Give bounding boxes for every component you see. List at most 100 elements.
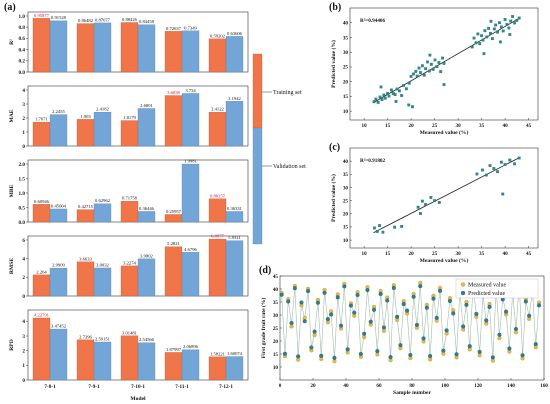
validation-bar — [181, 93, 200, 147]
measured-point — [289, 324, 294, 329]
data-point — [481, 38, 485, 42]
validation-bar — [137, 24, 156, 73]
y-tick-label: 0.2 — [19, 59, 26, 65]
x-axis-label: Model — [130, 396, 146, 402]
validation-bar — [93, 267, 112, 297]
data-point — [394, 100, 398, 103]
training-bar — [120, 265, 139, 297]
y-tick-label: 30 — [343, 185, 349, 191]
training-bar — [208, 38, 227, 73]
training-data-label: 0.71758 — [122, 196, 138, 201]
predicted-point — [431, 296, 436, 301]
predicted-point — [352, 310, 357, 315]
y-tick-label: 0 — [22, 294, 25, 300]
y-tick-label: 15 — [343, 94, 349, 100]
data-point — [478, 42, 482, 46]
data-point — [494, 23, 498, 27]
x-tick-label: 25 — [432, 123, 438, 129]
data-point — [419, 71, 422, 74]
y-tick-label: 0.0 — [19, 70, 26, 76]
y-tick-label: 1 — [22, 130, 25, 136]
data-point — [407, 103, 411, 107]
plot-frame — [349, 147, 539, 249]
y-tick-label: 40 — [273, 287, 279, 293]
validation-bar — [225, 211, 244, 223]
predicted-point — [322, 290, 327, 295]
predicted-point — [309, 345, 314, 350]
data-point — [422, 73, 426, 77]
validation-bar — [181, 349, 200, 381]
y-axis-label: RMSE — [9, 258, 15, 274]
measured-point — [490, 358, 495, 363]
data-point — [378, 95, 382, 99]
measured-point — [477, 353, 482, 358]
y-tick-label: 2 — [22, 275, 25, 281]
data-point — [492, 27, 496, 31]
predicted-point — [504, 309, 509, 314]
x-tick-label: 30 — [456, 251, 462, 257]
data-point — [382, 93, 386, 97]
y-tick-label: 20 — [273, 339, 279, 345]
y-tick-label: 2 — [22, 348, 25, 354]
validation-data-label: 2.4182 — [96, 107, 109, 112]
x-tick-label: 30 — [456, 123, 462, 129]
predicted-point — [408, 353, 413, 358]
training-data-label: 0.60946 — [34, 199, 50, 204]
data-point — [389, 88, 393, 92]
training-data-label: 3.01481 — [122, 330, 138, 335]
y-tick-label: 1.0 — [19, 191, 26, 197]
data-point — [393, 93, 397, 97]
legend-training-label: Training set — [273, 90, 302, 96]
data-point — [491, 37, 494, 41]
predicted-point — [537, 303, 542, 308]
data-point — [372, 100, 376, 104]
training-data-label: 0.80157 — [210, 193, 226, 198]
data-point — [417, 66, 421, 70]
data-point — [395, 87, 399, 91]
training-data-label: 2.7396 — [79, 334, 92, 339]
validation-data-label: 0.91528 — [51, 15, 67, 20]
y-axis-label: R² — [9, 39, 15, 45]
y-axis-label: Predicted value (%) — [330, 40, 337, 88]
data-point — [498, 21, 501, 25]
data-point — [511, 15, 515, 18]
validation-data-label: 3.9802 — [140, 253, 153, 258]
x-tick-label: 120 — [474, 383, 482, 389]
predicted-point — [520, 353, 525, 358]
data-point — [505, 23, 509, 26]
data-point — [517, 16, 521, 20]
training-bar — [76, 261, 95, 297]
data-point — [499, 160, 503, 164]
measured-point — [312, 332, 317, 338]
training-data-label: 0.59202 — [210, 33, 226, 38]
data-point — [483, 29, 487, 33]
predicted-point — [306, 289, 311, 294]
x-tick-label: 7-8-1 — [44, 384, 56, 390]
training-data-label: 0.72637 — [166, 26, 182, 31]
r-squared-annotation: R²=0.91802 — [360, 158, 386, 164]
validation-bar — [181, 30, 200, 73]
x-axis-label: Sample number — [393, 390, 432, 396]
x-tick-label: 7-11-1 — [175, 384, 189, 390]
validation-bar — [49, 267, 68, 297]
y-tick-label: 20 — [343, 212, 349, 218]
data-point — [485, 35, 489, 39]
predicted-point — [335, 295, 340, 300]
x-tick-label: 160 — [540, 383, 548, 389]
validation-bar — [49, 20, 68, 73]
training-data-label: 0.42715 — [78, 204, 94, 209]
validation-bar — [225, 36, 244, 73]
predicted-point — [368, 319, 373, 324]
validation-data-label: 2.59151 — [95, 336, 111, 341]
x-tick-label: 10 — [362, 251, 368, 257]
validation-data-label: 2.54566 — [139, 337, 155, 342]
predicted-point — [315, 300, 320, 305]
y-tick-label: 30 — [343, 50, 349, 56]
data-point — [509, 19, 513, 23]
predicted-point — [454, 352, 459, 357]
data-point — [487, 26, 491, 30]
legend-training-swatch — [252, 53, 263, 129]
predicted-point — [358, 351, 363, 357]
training-bar — [208, 198, 227, 223]
x-axis-label: Measured value (%) — [420, 257, 469, 264]
